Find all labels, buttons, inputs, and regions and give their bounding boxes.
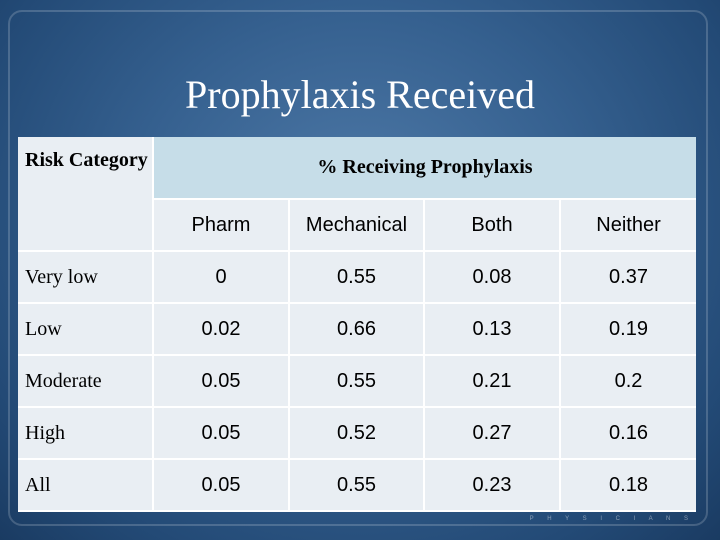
column-header-both: Both: [424, 199, 561, 252]
cell-value: 0.19: [560, 303, 696, 356]
cell-value: 0.23: [424, 459, 561, 512]
column-header-mechanical: Mechanical: [289, 199, 425, 252]
risk-category-header: Risk Category: [18, 137, 154, 252]
cell-value: 0.66: [289, 303, 425, 356]
cell-value: 0.05: [153, 355, 290, 408]
row-label-all: All: [18, 459, 154, 512]
table-row: Very low 0 0.55 0.08 0.37: [18, 251, 696, 304]
table-row: Moderate 0.05 0.55 0.21 0.2: [18, 355, 696, 408]
column-header-neither: Neither: [560, 199, 696, 252]
cell-value: 0.02: [153, 303, 290, 356]
cell-value: 0.52: [289, 407, 425, 460]
cell-value: 0.18: [560, 459, 696, 512]
slide-title: Prophylaxis Received: [185, 72, 535, 117]
cell-value: 0.55: [289, 355, 425, 408]
cell-value: 0.55: [289, 459, 425, 512]
cell-value: 0.37: [560, 251, 696, 304]
table-header-row: Risk Category % Receiving Prophylaxis: [18, 137, 696, 252]
percent-receiving-header: % Receiving Prophylaxis: [153, 137, 696, 200]
cell-value: 0.16: [560, 407, 696, 460]
cell-value: 0.05: [153, 407, 290, 460]
cell-value: 0.08: [424, 251, 561, 304]
cell-value: 0.2: [560, 355, 696, 408]
table-row: All 0.05 0.55 0.23 0.18: [18, 459, 696, 512]
table-subheader-row: Pharm Mechanical Both Neither: [18, 199, 696, 252]
slide-frame: [8, 10, 708, 526]
table-row: High 0.05 0.52 0.27 0.16: [18, 407, 696, 460]
cell-value: 0.05: [153, 459, 290, 512]
cell-value: 0.27: [424, 407, 561, 460]
row-label-moderate: Moderate: [18, 355, 154, 408]
cell-value: 0.55: [289, 251, 425, 304]
cell-value: 0.13: [424, 303, 561, 356]
cell-value: 0: [153, 251, 290, 304]
cell-value: 0.21: [424, 355, 561, 408]
footer-brand-text: P H Y S I C I A N S: [529, 516, 694, 522]
column-header-pharm: Pharm: [153, 199, 290, 252]
row-label-very-low: Very low: [18, 251, 154, 304]
prophylaxis-table-container: Risk Category % Receiving Prophylaxis Ph…: [18, 137, 696, 512]
table-row: Low 0.02 0.66 0.13 0.19: [18, 303, 696, 356]
risk-category-header-text: Risk Category: [25, 149, 148, 171]
row-label-high: High: [18, 407, 154, 460]
row-label-low: Low: [18, 303, 154, 356]
prophylaxis-table: Risk Category % Receiving Prophylaxis Ph…: [18, 137, 696, 512]
